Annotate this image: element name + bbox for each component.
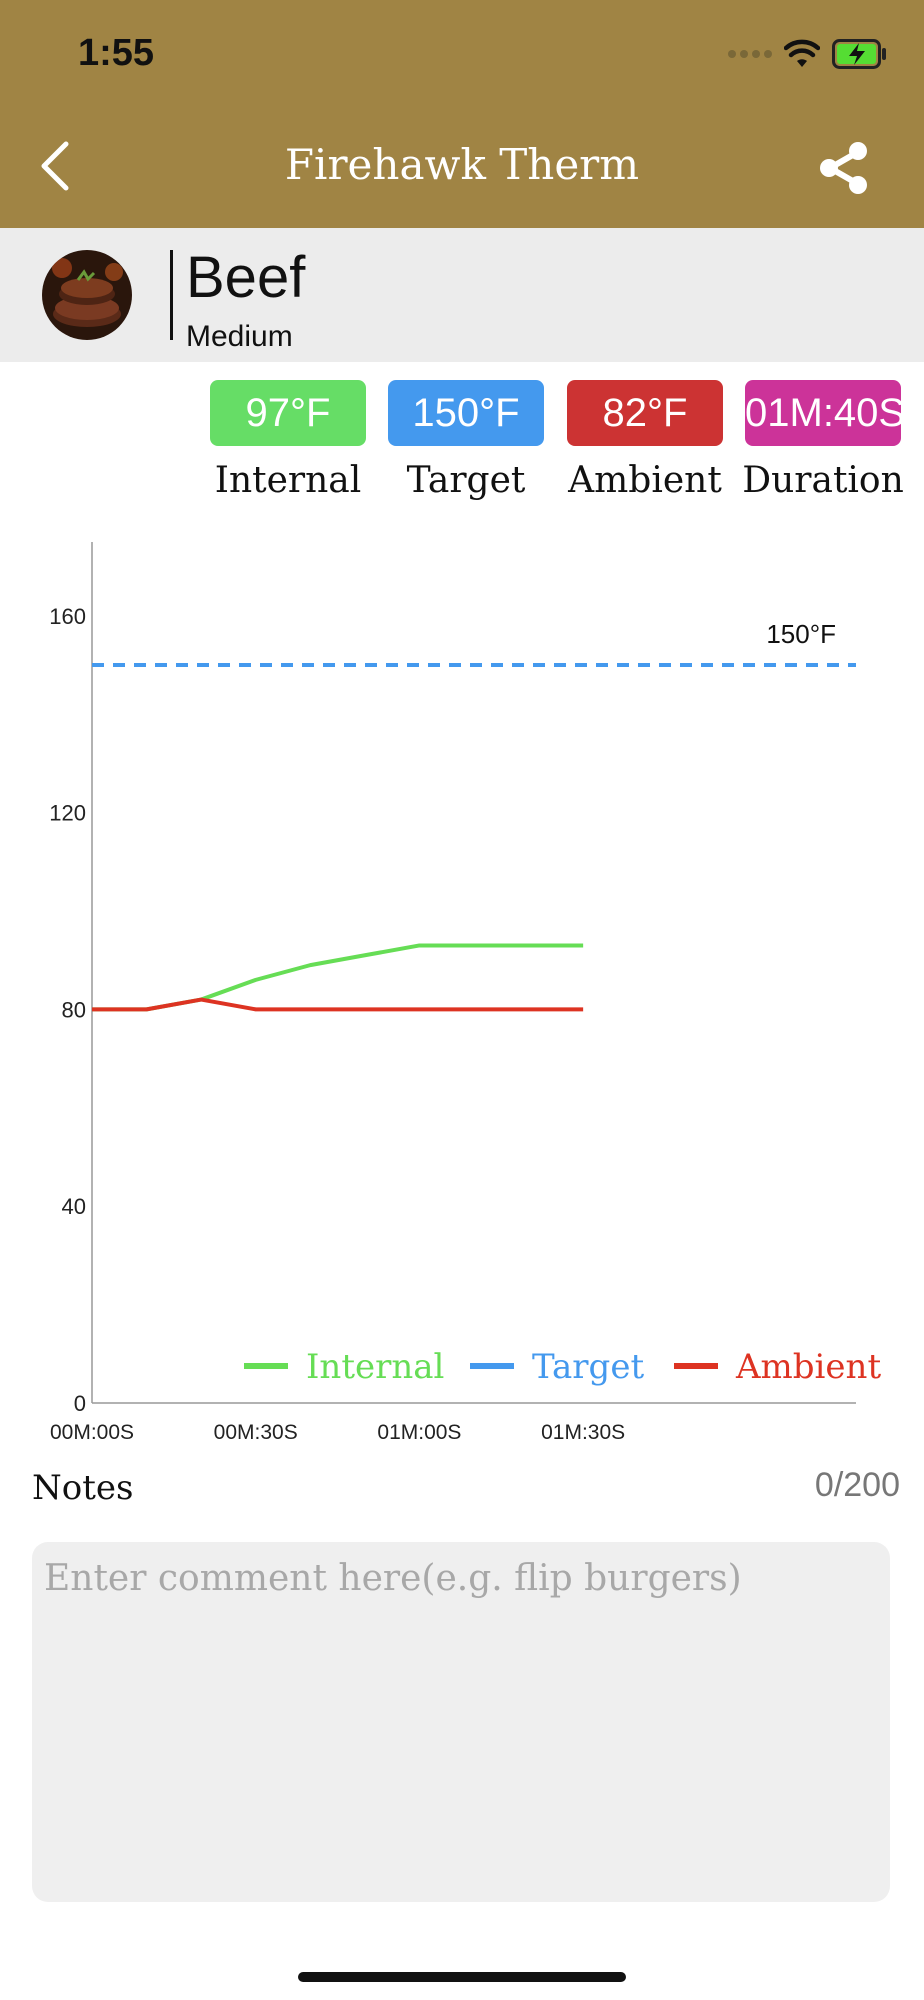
chevron-left-icon [41, 141, 69, 191]
battery-charging-icon [832, 39, 886, 69]
home-indicator [298, 1972, 626, 1982]
status-time: 1:55 [78, 32, 155, 74]
y-tick-label: 0 [74, 1391, 86, 1416]
top-bar [0, 0, 924, 228]
target-temp-badge: 150°F [388, 380, 544, 446]
notes-char-count: 0/200 [814, 1466, 900, 1504]
target-label: Target [406, 460, 526, 501]
target-line-label: 150°F [766, 619, 836, 649]
signal-icon [728, 50, 772, 58]
x-tick-label: 01M:00S [377, 1421, 461, 1444]
y-tick-label: 120 [49, 801, 86, 826]
x-tick-label: 00M:00S [50, 1421, 134, 1444]
duration-label: Duration [742, 460, 904, 501]
page-title: Firehawk Therm [284, 140, 640, 189]
food-doneness: Medium [186, 320, 293, 353]
y-tick-label: 160 [49, 604, 86, 629]
internal-line [92, 943, 584, 1012]
legend-label-ambient: Ambient [735, 1347, 881, 1387]
ambient-temp-badge: 82°F [567, 380, 723, 446]
y-tick-label: 80 [62, 997, 86, 1022]
x-tick-label: 00M:30S [214, 1421, 298, 1444]
duration-badge: 01M:40S [745, 380, 905, 446]
y-tick-label: 40 [62, 1194, 86, 1219]
x-tick-label: 01M:30S [541, 1421, 625, 1444]
notes-input[interactable] [32, 1542, 890, 1902]
food-avatar [42, 250, 132, 340]
share-button[interactable] [816, 140, 872, 196]
notes-title: Notes [32, 1468, 134, 1508]
ambient-label: Ambient [568, 460, 722, 501]
legend-label-internal: Internal [306, 1347, 444, 1387]
internal-temp-badge: 97°F [210, 380, 366, 446]
back-button[interactable] [30, 136, 90, 196]
internal-label: Internal [214, 460, 362, 501]
wifi-icon [784, 39, 820, 67]
divider [170, 250, 173, 340]
ambient-line [92, 997, 584, 1012]
status-icons [728, 34, 888, 74]
temperature-chart: 0 40 80 120 160 00M:00S 00M:30S 01M:00S 01M:30S 1… [49, 542, 881, 1444]
steak-image [42, 250, 132, 340]
food-header [0, 228, 924, 362]
food-name: Beef [186, 245, 306, 310]
legend-label-target: Target [532, 1347, 644, 1387]
share-icon [820, 142, 867, 194]
